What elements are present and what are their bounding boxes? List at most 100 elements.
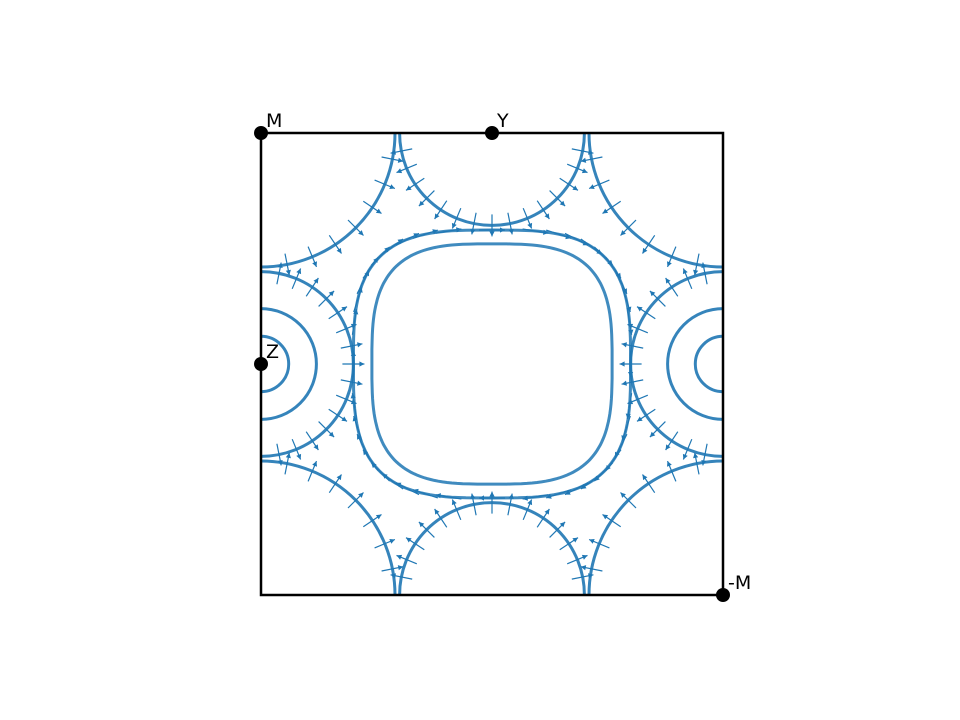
spin-arrow-13-10: [666, 460, 677, 482]
spin-arrow-8-27: [536, 200, 550, 220]
spin-arrow-10-25: [284, 253, 291, 276]
spin-arrow-8-28: [549, 190, 566, 207]
spin-arrow-8-21: [434, 200, 448, 220]
spin-arrow-13-12: [620, 492, 637, 509]
spin-arrow-8-26: [522, 207, 533, 229]
spin-arrow-center-16: [362, 257, 379, 279]
spin-arrow-9-3: [559, 537, 579, 551]
spin-arrow-4-29: [328, 408, 348, 422]
spin-arrow-9-1: [571, 573, 594, 580]
spin-arrow-9-6: [522, 499, 533, 521]
spin-arrow-9-14: [396, 554, 418, 565]
spin-arrow-center-18: [353, 287, 363, 313]
spin-arrow-4-0: [342, 361, 365, 367]
spin-arrow-10-28: [347, 219, 364, 236]
spin-arrow-7-23: [701, 443, 708, 466]
spin-arrow-8-19: [405, 177, 425, 191]
spin-arrow-12-3: [362, 514, 382, 528]
point-marker-y: [485, 126, 499, 140]
spin-arrow-7-10: [682, 268, 693, 290]
spin-arrow-4-25: [276, 443, 283, 466]
point-label-minus-m: -M: [728, 572, 751, 594]
spin-arrow-9-12: [418, 521, 435, 538]
point-marker-m: [254, 126, 268, 140]
spin-arrow-13-14: [588, 538, 610, 549]
spin-arrow-9-5: [536, 508, 550, 528]
spin-arrow-7-9: [701, 262, 708, 285]
spin-arrow-center-13: [395, 232, 420, 246]
spin-arrow-12-4: [347, 492, 364, 509]
spin-arrow-center-25: [370, 462, 391, 482]
spin-arrow-center-37: [614, 433, 628, 458]
spin-arrow-7-20: [649, 421, 666, 438]
spin-arrow-11-23: [693, 253, 700, 276]
spin-arrow-10-27: [328, 234, 342, 254]
spin-arrow-8-20: [418, 190, 435, 207]
spin-arrow-9-4: [549, 521, 566, 538]
spin-arrow-center-29: [435, 493, 462, 500]
spin-arrow-9-7: [507, 493, 514, 516]
spin-arrow-center-36: [605, 449, 622, 471]
spin-arrow-4-28: [318, 421, 335, 438]
spin-arrow-center-21: [350, 393, 358, 419]
spin-arrow-center-6: [580, 238, 603, 255]
spin-arrow-7-17: [621, 379, 644, 386]
spin-arrow-4-1: [340, 342, 363, 349]
spin-arrow-8-31: [571, 148, 594, 155]
spin-arrow-center-33: [564, 482, 589, 496]
spin-arrow-7-18: [627, 394, 649, 405]
spin-arrow-9-9: [470, 493, 477, 516]
point-label-z: Z: [266, 341, 279, 363]
spin-arrow-13-9: [693, 452, 700, 475]
spin-arrow-center-11: [435, 227, 462, 234]
spin-arrow-center-31: [522, 494, 549, 501]
spin-arrow-layer: [276, 148, 708, 580]
spin-arrow-4-30: [335, 394, 357, 405]
spin-arrow-11-19: [602, 200, 622, 214]
point-marker-minus-m: [716, 588, 730, 602]
spin-arrow-8-25: [507, 212, 514, 235]
spin-arrow-8-30: [566, 163, 588, 174]
spin-arrow-7-13: [636, 306, 656, 320]
spin-arrow-12-6: [307, 460, 318, 482]
spin-arrow-13-11: [642, 474, 656, 494]
spin-arrow-center-9: [522, 228, 549, 235]
spin-arrow-8-18: [396, 163, 418, 174]
spin-arrow-8-17: [390, 148, 413, 155]
spin-arrow-12-7: [284, 452, 291, 475]
spin-arrow-center-8: [546, 229, 572, 240]
brillouin-zone-frame: [259, 131, 725, 597]
spin-arrow-8-24: [489, 214, 495, 237]
spin-arrow-4-5: [305, 277, 319, 297]
spin-arrow-7-22: [682, 438, 693, 460]
fermi-contour-0: [370, 242, 614, 486]
spin-arrow-7-15: [621, 342, 644, 349]
spin-arrow-center-3: [614, 270, 628, 295]
spin-arrow-9-8: [489, 491, 495, 514]
spin-arrow-4-4: [318, 290, 335, 307]
spin-arrow-center-7: [564, 232, 589, 246]
spin-arrow-4-27: [305, 431, 319, 451]
point-label-m: M: [266, 110, 282, 132]
spin-arrow-9-10: [451, 499, 462, 521]
spin-arrow-4-3: [328, 306, 348, 320]
spin-arrow-center-23: [356, 433, 370, 458]
spin-arrow-center-34: [580, 473, 603, 490]
spin-arrow-7-16: [619, 361, 642, 367]
spin-arrow-11-20: [620, 219, 637, 236]
spin-arrow-8-23: [470, 212, 477, 235]
point-marker-z: [254, 357, 268, 371]
spin-arrow-7-14: [627, 323, 649, 334]
spin-arrow-10-29: [362, 200, 382, 214]
spin-arrow-center-28: [412, 488, 438, 499]
spin-arrow-10-30: [374, 179, 396, 190]
spin-arrow-center-1: [626, 309, 634, 335]
point-label-y: Y: [496, 110, 509, 132]
spin-arrow-4-2: [335, 323, 357, 334]
spin-arrow-4-26: [291, 438, 302, 460]
spin-arrow-11-18: [588, 179, 610, 190]
spin-arrow-center-12: [412, 229, 438, 239]
spin-arrow-center-14: [381, 238, 404, 255]
spin-arrow-13-15: [580, 565, 603, 572]
